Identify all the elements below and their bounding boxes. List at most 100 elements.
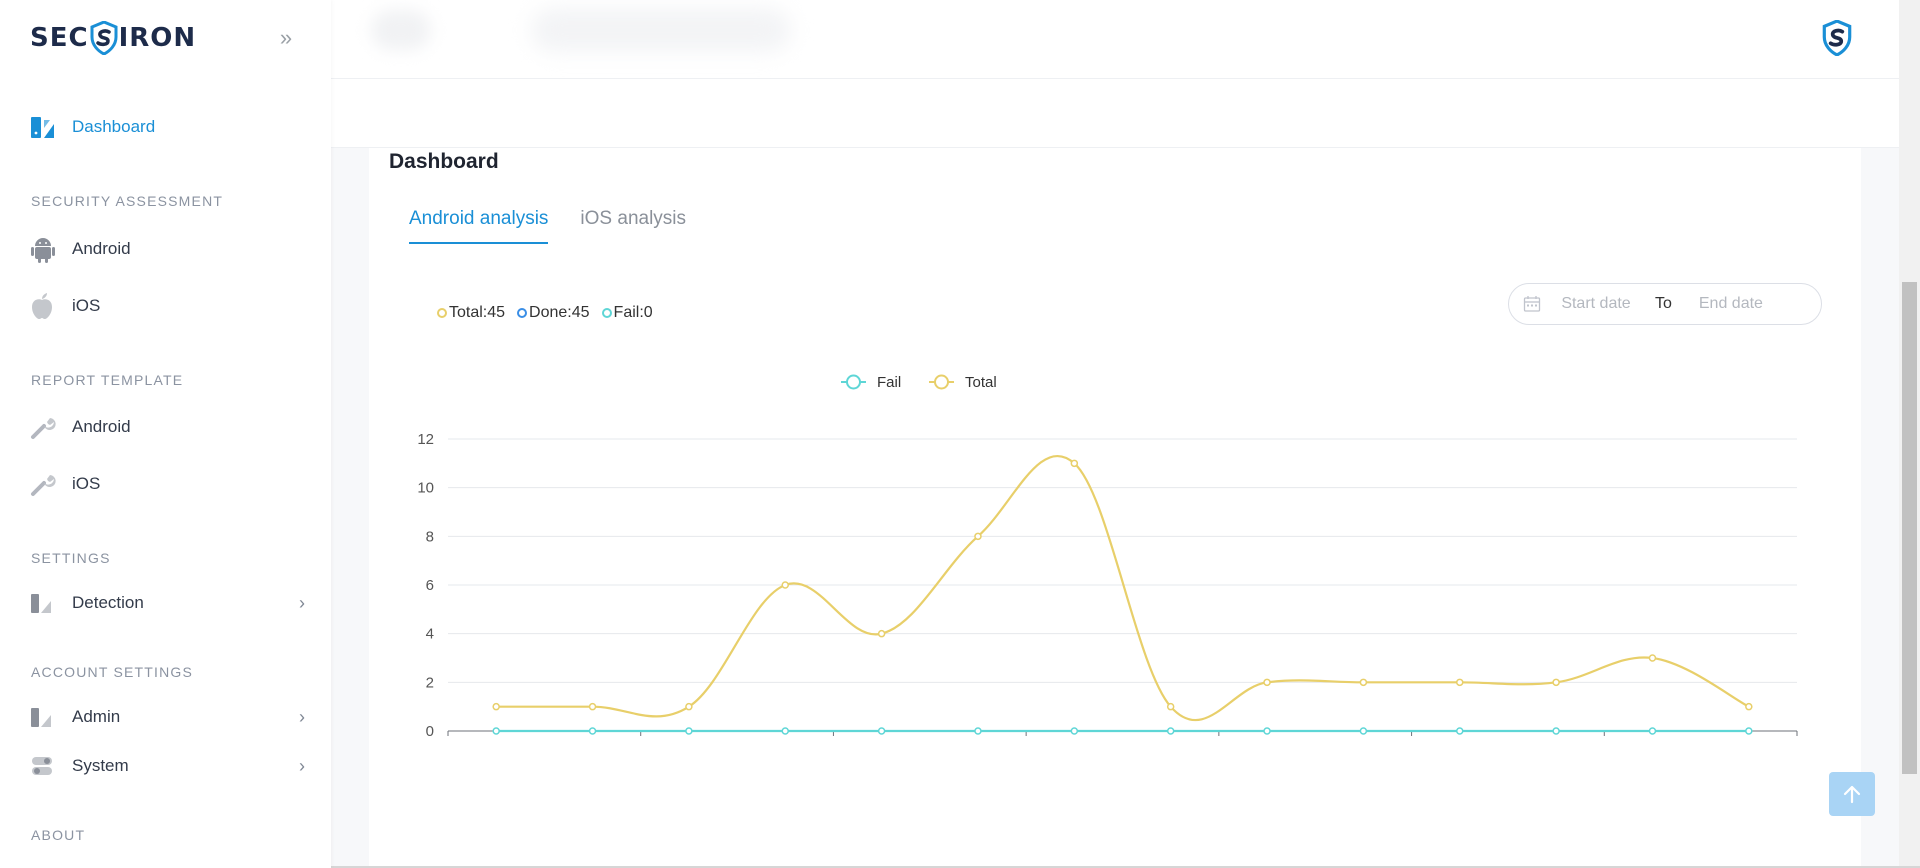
data-point-total[interactable] [492, 702, 500, 711]
blurred-element [531, 8, 791, 52]
sidebar-item-label: Dashboard [72, 117, 156, 136]
date-separator: To [1655, 295, 1672, 312]
section-title-security: SECURITY ASSESSMENT [31, 193, 224, 209]
data-point-total[interactable] [1456, 678, 1464, 687]
collapse-sidebar-icon[interactable]: » [279, 25, 293, 50]
legend-label: Fail [877, 374, 901, 391]
data-point-total[interactable] [1263, 678, 1271, 687]
data-point-fail[interactable] [877, 727, 886, 735]
sidebar-item-dashboard[interactable]: Dashboard [30, 110, 305, 144]
section-title-about: ABOUT [31, 827, 86, 843]
page-title: Dashboard [389, 150, 499, 173]
dashboard-card: Dashboard Android analysis iOS analysis … [369, 148, 1861, 868]
data-point-total[interactable] [1359, 678, 1368, 687]
tab-ios-analysis[interactable]: iOS analysis [580, 208, 687, 229]
data-point-fail[interactable] [1648, 727, 1657, 735]
data-point-fail[interactable] [588, 727, 597, 735]
stat-fail-label: Fail:0 [613, 304, 653, 321]
android-icon [30, 235, 60, 263]
data-point-total[interactable] [877, 629, 886, 638]
y-tick-label: 0 [426, 723, 434, 738]
sidebar-item-label: Android [72, 417, 131, 436]
data-point-fail[interactable] [1552, 727, 1560, 735]
date-range-picker[interactable]: To [1508, 283, 1822, 325]
data-point-total[interactable] [781, 581, 789, 589]
sidebar: SEC IRON » Dashboard SECURITY ASSESSMENT… [0, 0, 331, 868]
sidebar-item-admin[interactable]: Admin › [30, 700, 305, 734]
data-point-fail[interactable] [974, 727, 982, 735]
line-chart: 0246810122023-11-142023-11-282024-01-052… [417, 374, 1798, 756]
sidebar-item-report-android[interactable]: Android [30, 410, 305, 444]
data-point-total[interactable] [1552, 678, 1560, 687]
sidebar-item-security-android[interactable]: Android [30, 232, 305, 266]
chevron-right-icon: › [299, 592, 305, 613]
data-point-total[interactable] [1648, 654, 1657, 662]
legend-item-fail[interactable]: Fail [841, 374, 901, 391]
section-title-account: ACCOUNT SETTINGS [31, 664, 194, 680]
sidebar-item-report-ios[interactable]: iOS [30, 467, 305, 501]
toggle-settings-icon [30, 752, 60, 780]
legend-item-total[interactable]: Total [929, 374, 997, 391]
chevron-right-icon: › [299, 706, 305, 727]
sidebar-item-label: iOS [72, 296, 101, 315]
stat-total-label: Total:45 [449, 304, 506, 321]
start-date-input[interactable] [1541, 295, 1651, 313]
series-line-total [496, 455, 1750, 722]
data-point-fail[interactable] [1745, 727, 1753, 735]
y-tick-label: 6 [426, 577, 434, 594]
detection-icon [30, 589, 60, 617]
data-point-fail[interactable] [1070, 727, 1079, 735]
section-title-report: REPORT TEMPLATE [31, 372, 184, 388]
analysis-chart: 0246810122023-11-142023-11-282024-01-052… [369, 358, 1861, 756]
sidebar-item-label: Detection [72, 593, 144, 612]
total-dot-icon [437, 308, 447, 318]
scrollbar-thumb[interactable] [1902, 282, 1917, 774]
sidebar-item-label: iOS [72, 474, 101, 493]
data-point-fail[interactable] [492, 727, 500, 735]
end-date-input[interactable] [1675, 295, 1786, 313]
data-point-fail[interactable] [1166, 727, 1175, 735]
data-point-fail[interactable] [781, 727, 789, 735]
dashboard-icon [30, 113, 60, 141]
y-tick-label: 2 [426, 674, 434, 691]
sidebar-item-label: Android [72, 239, 131, 258]
done-dot-icon [517, 308, 528, 318]
stats-summary: Total:45 Done:45 Fail:0 [437, 304, 665, 322]
sidebar-item-system[interactable]: System › [30, 749, 305, 783]
data-point-total[interactable] [685, 702, 693, 711]
data-point-fail[interactable] [1359, 727, 1368, 735]
stat-done-label: Done:45 [529, 304, 590, 321]
bottom-edge [0, 866, 1920, 868]
brand-logo[interactable]: SEC IRON [30, 20, 196, 56]
top-header [331, 0, 1899, 148]
section-title-settings: SETTINGS [31, 550, 111, 566]
blurred-element [371, 10, 431, 50]
shield-logo-icon[interactable] [1819, 20, 1855, 56]
shield-logo-icon [90, 21, 118, 55]
data-point-total[interactable] [1070, 459, 1079, 468]
chevron-right-icon: › [299, 755, 305, 776]
y-tick-label: 8 [426, 528, 434, 545]
back-to-top-button[interactable] [1829, 772, 1875, 816]
stat-fail: Fail:0 [601, 304, 653, 322]
stat-done: Done:45 [517, 304, 590, 322]
admin-icon [30, 703, 60, 731]
wrench-icon [30, 413, 60, 441]
logo-text-prefix: SEC [30, 23, 89, 53]
y-tick-label: 12 [417, 431, 434, 448]
data-point-fail[interactable] [685, 727, 693, 735]
y-tick-label: 4 [426, 626, 434, 643]
data-point-total[interactable] [1745, 702, 1753, 711]
sidebar-item-security-ios[interactable]: iOS [30, 289, 305, 323]
arrow-up-icon [1843, 785, 1861, 804]
sidebar-item-label: System [72, 756, 129, 775]
data-point-fail[interactable] [1456, 727, 1464, 735]
tab-android-analysis[interactable]: Android analysis [409, 208, 549, 244]
sidebar-item-detection[interactable]: Detection › [30, 586, 305, 620]
data-point-total[interactable] [974, 532, 982, 541]
data-point-total[interactable] [588, 702, 597, 711]
data-point-total[interactable] [1166, 702, 1175, 711]
data-point-fail[interactable] [1263, 727, 1271, 735]
y-tick-label: 10 [417, 480, 434, 497]
fail-dot-icon [601, 308, 612, 318]
